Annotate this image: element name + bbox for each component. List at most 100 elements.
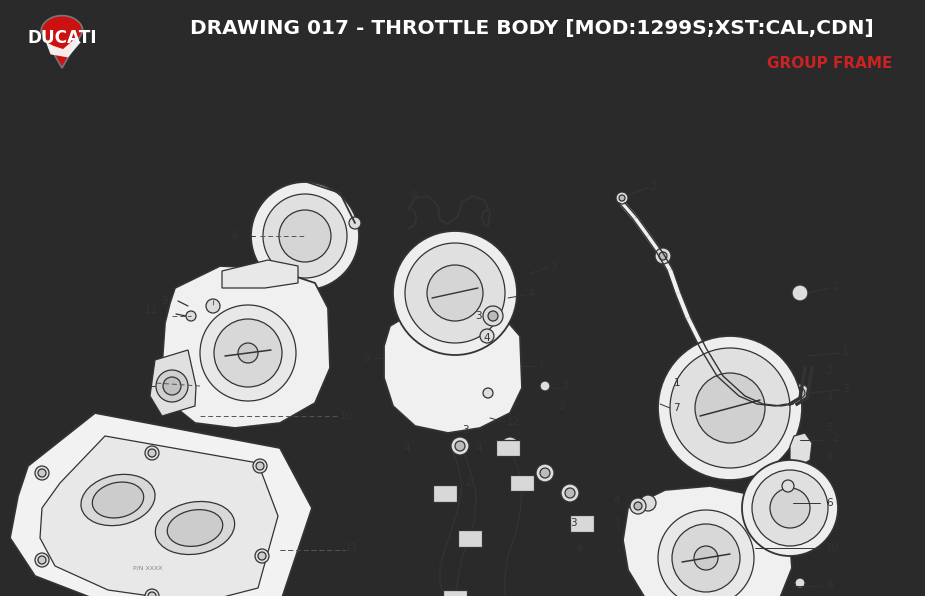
Circle shape	[483, 306, 503, 326]
Polygon shape	[667, 269, 681, 294]
Circle shape	[640, 495, 656, 511]
Circle shape	[451, 437, 469, 455]
Text: 4: 4	[475, 443, 482, 453]
Circle shape	[214, 319, 282, 387]
Polygon shape	[150, 350, 196, 416]
Text: 7: 7	[673, 403, 680, 413]
Text: 9: 9	[826, 581, 832, 591]
Circle shape	[148, 449, 156, 457]
Polygon shape	[741, 393, 761, 406]
Text: 10: 10	[826, 543, 839, 553]
Ellipse shape	[81, 474, 155, 526]
Circle shape	[672, 524, 740, 592]
Text: 2: 2	[832, 433, 839, 443]
Text: 2: 2	[832, 282, 839, 292]
Circle shape	[795, 388, 805, 398]
Circle shape	[501, 437, 519, 455]
Ellipse shape	[167, 510, 223, 547]
Circle shape	[505, 441, 515, 451]
Text: 4: 4	[527, 289, 534, 299]
Text: 3: 3	[570, 518, 576, 528]
Circle shape	[35, 466, 49, 480]
Polygon shape	[384, 306, 522, 433]
Polygon shape	[620, 201, 637, 220]
Circle shape	[752, 470, 828, 546]
Circle shape	[488, 311, 498, 321]
Circle shape	[710, 366, 726, 382]
Ellipse shape	[155, 501, 235, 554]
Polygon shape	[646, 234, 662, 254]
Polygon shape	[633, 216, 650, 238]
Text: 10: 10	[340, 411, 353, 421]
Polygon shape	[675, 292, 691, 319]
Circle shape	[782, 480, 794, 492]
Text: 4: 4	[613, 495, 620, 505]
Polygon shape	[685, 316, 706, 349]
Text: 6: 6	[826, 498, 832, 508]
FancyBboxPatch shape	[570, 514, 594, 532]
Ellipse shape	[92, 482, 143, 518]
FancyBboxPatch shape	[443, 589, 467, 596]
FancyBboxPatch shape	[496, 440, 520, 456]
Circle shape	[565, 488, 575, 498]
Polygon shape	[10, 413, 312, 596]
Polygon shape	[44, 38, 80, 57]
Circle shape	[770, 488, 810, 528]
Circle shape	[561, 484, 579, 502]
Text: 3: 3	[550, 262, 557, 272]
Text: 3: 3	[613, 518, 620, 528]
FancyBboxPatch shape	[433, 485, 457, 501]
Circle shape	[619, 195, 625, 201]
FancyBboxPatch shape	[510, 475, 534, 491]
Circle shape	[263, 194, 347, 278]
Text: 5: 5	[826, 423, 832, 433]
Polygon shape	[718, 374, 744, 398]
Text: 4: 4	[575, 543, 582, 553]
Circle shape	[540, 381, 550, 391]
Text: DRAWING 017 - THROTTLE BODY [MOD:1299S;XST:CAL,CDN]: DRAWING 017 - THROTTLE BODY [MOD:1299S;X…	[190, 18, 874, 38]
Circle shape	[795, 578, 805, 588]
Circle shape	[393, 231, 517, 355]
Text: 3: 3	[462, 425, 469, 435]
Circle shape	[616, 192, 628, 204]
Circle shape	[256, 462, 264, 470]
Circle shape	[655, 248, 671, 264]
Circle shape	[742, 460, 838, 556]
Text: P/N XXXX: P/N XXXX	[133, 566, 163, 570]
Text: 3: 3	[475, 311, 482, 321]
Circle shape	[206, 299, 220, 313]
Circle shape	[186, 311, 196, 321]
Polygon shape	[41, 15, 83, 68]
Circle shape	[349, 217, 361, 229]
Circle shape	[238, 343, 258, 363]
Polygon shape	[40, 436, 278, 596]
Text: 1: 1	[842, 347, 848, 357]
Circle shape	[427, 265, 483, 321]
Circle shape	[694, 546, 718, 570]
Circle shape	[695, 373, 765, 443]
Text: 1: 1	[673, 378, 680, 388]
Circle shape	[658, 510, 754, 596]
Circle shape	[251, 182, 359, 290]
Text: 4: 4	[826, 393, 832, 403]
Polygon shape	[778, 401, 791, 409]
Text: 6: 6	[231, 231, 238, 241]
Circle shape	[38, 556, 46, 564]
Text: 4: 4	[403, 443, 410, 453]
Text: 2: 2	[826, 366, 832, 376]
Polygon shape	[658, 252, 672, 272]
Text: GROUP FRAME: GROUP FRAME	[767, 56, 893, 71]
Circle shape	[145, 446, 159, 460]
Text: 8: 8	[826, 451, 832, 461]
Circle shape	[634, 502, 642, 510]
Text: 3: 3	[842, 384, 848, 394]
Circle shape	[792, 285, 808, 301]
Polygon shape	[700, 346, 722, 377]
Circle shape	[483, 388, 493, 398]
Circle shape	[455, 441, 465, 451]
Circle shape	[148, 592, 156, 596]
Circle shape	[156, 370, 188, 402]
Circle shape	[480, 329, 494, 343]
Circle shape	[163, 377, 181, 395]
Circle shape	[38, 469, 46, 477]
